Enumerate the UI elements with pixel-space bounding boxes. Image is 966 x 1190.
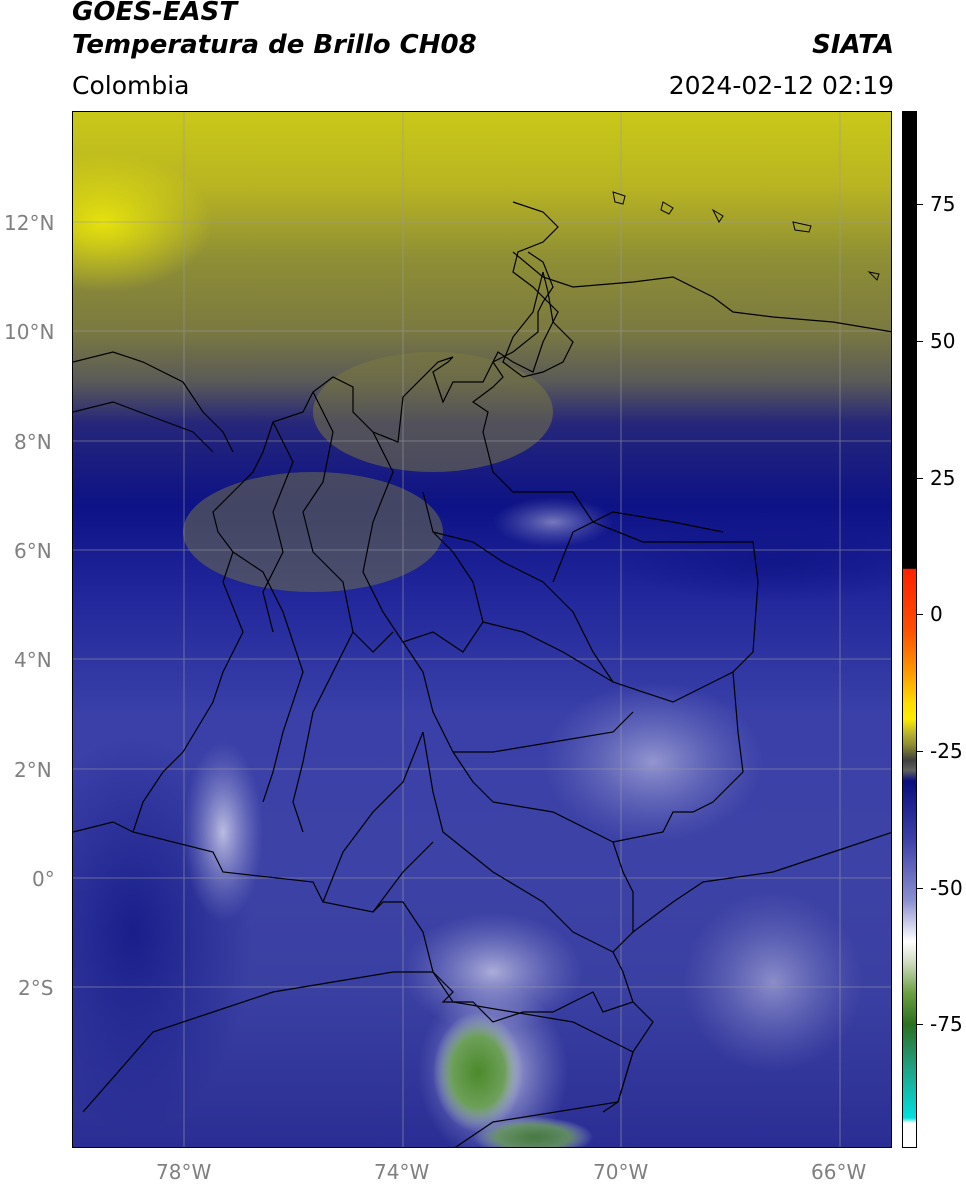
datetime-label: 2024-02-12 02:19 — [668, 71, 894, 100]
lat-label: 2°N — [14, 758, 52, 782]
lon-label: 66°W — [811, 1160, 867, 1184]
region-label: Colombia — [72, 71, 190, 100]
lat-label: 4°N — [14, 648, 52, 672]
temperature-colorbar — [902, 111, 917, 1148]
graticule — [73, 112, 891, 1147]
satellite-map[interactable] — [72, 111, 892, 1148]
product-title: Temperatura de Brillo CH08 — [72, 30, 477, 60]
colorbar-tick-mark — [917, 341, 923, 342]
colorbar-tick-mark — [917, 478, 923, 479]
lat-label: 8°N — [14, 430, 52, 454]
colorbar-tick-mark — [917, 888, 923, 889]
lat-label: 10°N — [4, 320, 55, 344]
colorbar-tick-label: -50 — [930, 876, 963, 900]
lat-label: 2°S — [18, 976, 54, 1000]
satellite-title: GOES-EAST — [72, 0, 238, 27]
borders — [73, 201, 891, 1147]
lon-label: 78°W — [156, 1160, 212, 1184]
colorbar-tick-label: 25 — [930, 466, 956, 490]
lat-label: 6°N — [14, 539, 52, 563]
colorbar-tick-mark — [917, 751, 923, 752]
colorbar-tick-mark — [917, 1024, 923, 1025]
lat-label: 12°N — [4, 211, 55, 235]
colorbar-tick-label: -75 — [930, 1012, 963, 1036]
organization-label: SIATA — [812, 30, 894, 60]
colorbar-tick-label: 75 — [930, 192, 956, 216]
lon-label: 70°W — [593, 1160, 649, 1184]
lon-label: 74°W — [374, 1160, 430, 1184]
colorbar-tick-label: 0 — [930, 602, 943, 626]
colorbar-tick-label: 50 — [930, 329, 956, 353]
colorbar-tick-mark — [917, 614, 923, 615]
lat-label: 0° — [32, 867, 55, 891]
islands — [612, 191, 880, 281]
colorbar-tick-label: -25 — [930, 739, 963, 763]
colorbar-tick-mark — [917, 204, 923, 205]
map-canvas — [73, 112, 891, 1147]
